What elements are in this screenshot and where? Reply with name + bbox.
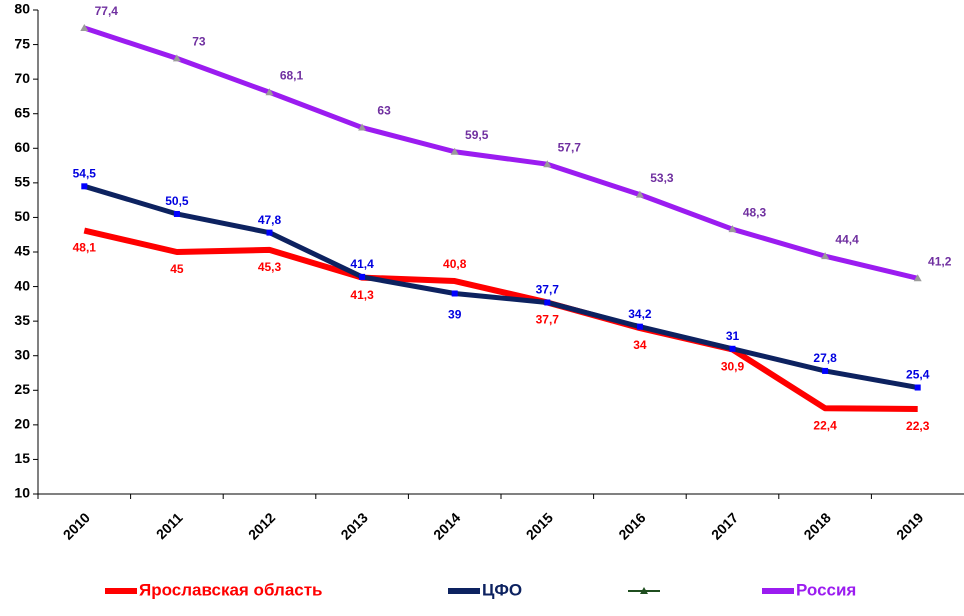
data-label: 45 — [170, 262, 184, 276]
x-tick-label: 2019 — [893, 509, 926, 542]
x-tick-label: 2016 — [615, 509, 648, 542]
data-label: 44,4 — [835, 232, 859, 246]
data-label: 63 — [377, 104, 391, 118]
point-marker — [80, 23, 89, 31]
data-label: 53,3 — [650, 171, 674, 185]
data-label: 37,7 — [536, 313, 560, 327]
y-tick-label: 25 — [14, 381, 30, 397]
data-label: 59,5 — [465, 128, 489, 142]
data-label: 34 — [633, 338, 647, 352]
point-marker — [81, 183, 88, 190]
legend-blank-entry — [628, 587, 660, 594]
data-label: 27,8 — [813, 351, 837, 365]
point-marker — [172, 54, 181, 62]
x-tick-label: 2013 — [337, 509, 370, 542]
y-tick-label: 80 — [14, 1, 30, 17]
point-marker — [822, 367, 829, 374]
point-marker — [544, 299, 551, 306]
x-tick-label: 2011 — [153, 509, 186, 542]
data-label: 22,4 — [813, 418, 837, 432]
legend-marker — [640, 587, 648, 594]
data-label: 73 — [192, 35, 206, 49]
series-line — [83, 25, 919, 281]
x-tick-label: 2010 — [60, 509, 93, 542]
x-tick-label: 2017 — [708, 509, 741, 542]
point-marker — [266, 229, 273, 236]
data-label: 22,3 — [906, 419, 930, 433]
data-label: 30,9 — [721, 360, 745, 374]
point-marker — [821, 252, 830, 260]
point-marker — [265, 88, 274, 96]
data-label: 25,4 — [906, 368, 930, 382]
series-line — [83, 183, 919, 390]
y-tick-label: 35 — [14, 312, 30, 328]
y-tick-label: 70 — [14, 70, 30, 86]
data-label: 40,8 — [443, 257, 467, 271]
y-tick-label: 10 — [14, 485, 30, 501]
series-line — [83, 227, 918, 412]
legend-label: Россия — [796, 580, 856, 599]
y-tick-label: 20 — [14, 416, 30, 432]
y-tick-label: 15 — [14, 450, 30, 466]
data-label: 50,5 — [165, 194, 189, 208]
x-tick-label: 2018 — [800, 509, 833, 542]
point-marker — [914, 384, 921, 391]
point-marker — [451, 290, 458, 297]
y-tick-label: 55 — [14, 174, 30, 190]
point-marker — [173, 210, 180, 217]
data-label: 77,4 — [95, 4, 119, 18]
data-label: 34,2 — [628, 307, 652, 321]
data-label: 47,8 — [258, 213, 282, 227]
y-tick-label: 30 — [14, 346, 30, 362]
point-marker — [913, 274, 922, 282]
y-tick-label: 60 — [14, 139, 30, 155]
data-label: 57,7 — [558, 140, 582, 154]
data-label: 45,3 — [258, 260, 282, 274]
data-label: 41,4 — [350, 257, 374, 271]
y-tick-label: 40 — [14, 277, 30, 293]
point-marker — [359, 273, 366, 280]
x-tick-label: 2012 — [245, 509, 278, 542]
point-marker — [635, 190, 644, 198]
data-label: 41,3 — [350, 288, 374, 302]
data-label: 31 — [726, 329, 740, 343]
y-tick-label: 50 — [14, 208, 30, 224]
point-marker — [543, 160, 552, 168]
legend-label: ЦФО — [482, 580, 522, 599]
legend-label: Ярославская область — [139, 580, 323, 599]
data-label: 54,5 — [73, 166, 97, 180]
x-tick-label: 2014 — [430, 509, 463, 542]
data-label: 37,7 — [536, 283, 560, 297]
data-label: 41,2 — [928, 254, 952, 268]
data-label: 39 — [448, 308, 462, 322]
point-marker — [450, 147, 459, 155]
point-marker — [636, 323, 643, 330]
data-label: 48,1 — [73, 241, 97, 255]
y-tick-label: 45 — [14, 243, 30, 259]
data-label: 68,1 — [280, 68, 304, 82]
point-marker — [358, 123, 367, 131]
y-tick-label: 75 — [14, 35, 30, 51]
data-label: 48,3 — [743, 205, 767, 219]
y-tick-label: 65 — [14, 104, 30, 120]
point-marker — [729, 345, 736, 352]
x-tick-label: 2015 — [523, 509, 556, 542]
point-marker — [728, 225, 737, 233]
